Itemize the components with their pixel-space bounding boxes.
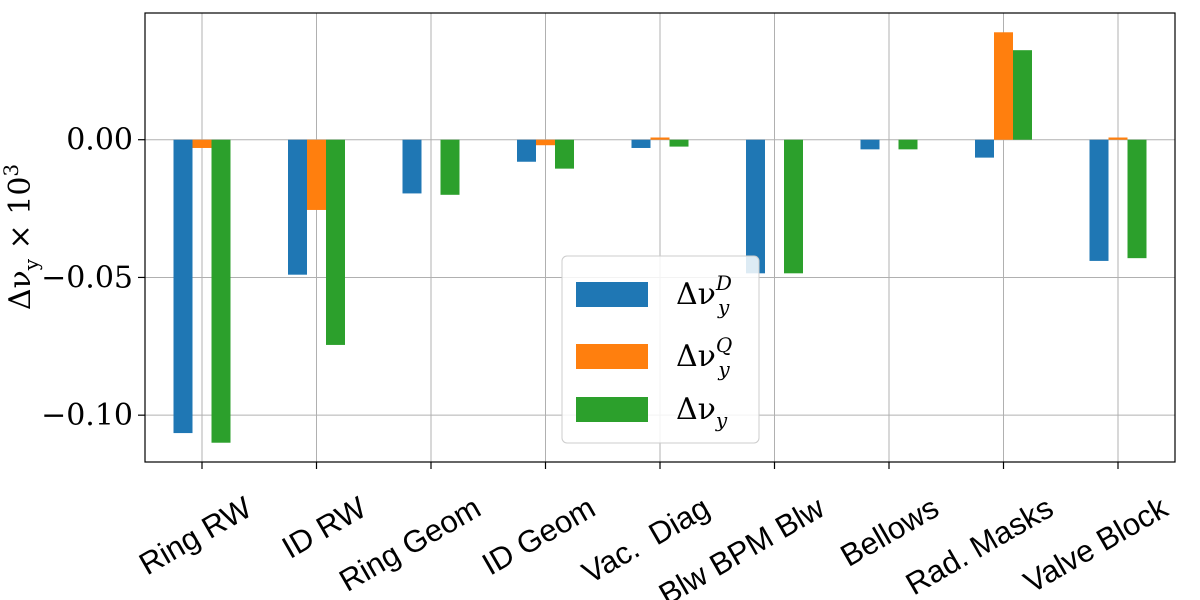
bar [211, 139, 231, 443]
legend-swatch [576, 282, 648, 307]
legend-label: Δνy [676, 392, 728, 432]
bar [898, 139, 918, 150]
bar [975, 139, 994, 158]
bar [1127, 139, 1147, 259]
y-tick-label: −0.10 [41, 398, 133, 433]
y-tick-label: −0.05 [41, 260, 133, 295]
legend: ΔνD y ΔνQ y Δνy [561, 255, 760, 444]
bar [1089, 139, 1109, 261]
y-axis-label: Δνy × 103 [0, 164, 43, 310]
y-tick-label: 0.00 [66, 123, 133, 158]
bar [650, 137, 670, 140]
bar [307, 139, 326, 210]
bar [536, 139, 555, 146]
legend-swatch [576, 344, 648, 369]
bar [669, 139, 689, 147]
y-label-text: Δνy × 103 [0, 164, 43, 310]
legend-label: ΔνQ y [676, 333, 732, 381]
bar [517, 139, 536, 162]
bar [784, 139, 803, 274]
bar [746, 139, 765, 274]
bar [860, 139, 880, 150]
legend-swatch [576, 397, 648, 422]
bars-group [173, 32, 1147, 443]
bar [326, 139, 345, 345]
bar [192, 139, 212, 148]
bar [288, 139, 307, 275]
bar [994, 32, 1013, 140]
legend-label: ΔνD y [676, 271, 732, 319]
bar [173, 139, 193, 434]
bar [631, 139, 651, 148]
bar [402, 139, 422, 194]
x-tick-label: Ring RW [133, 489, 258, 581]
bar [1108, 137, 1128, 140]
bar [555, 139, 574, 169]
bar [440, 139, 460, 195]
bar [1013, 50, 1032, 140]
